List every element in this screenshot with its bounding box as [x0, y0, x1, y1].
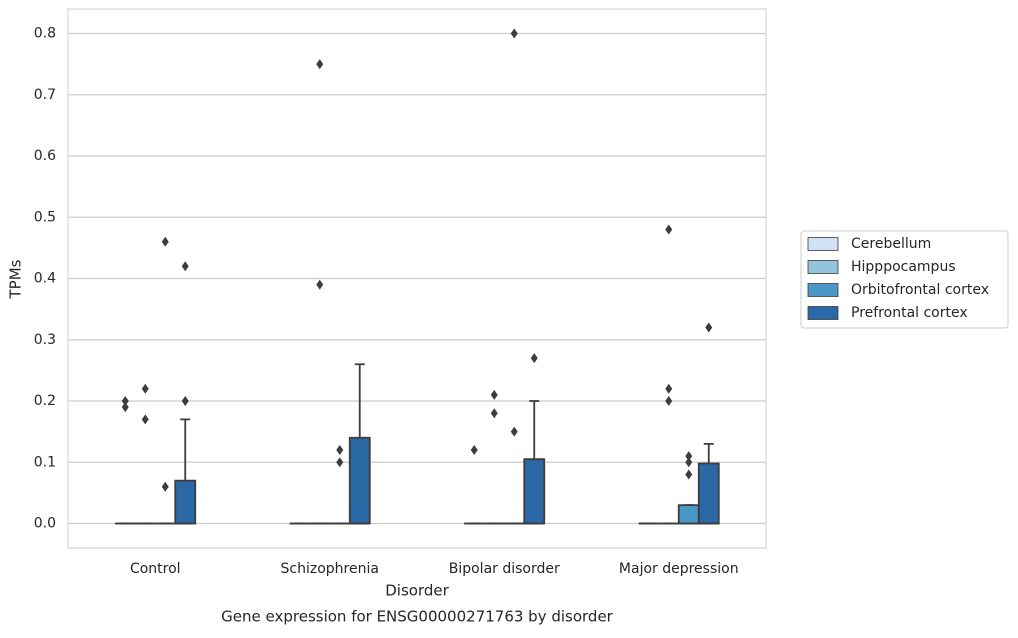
y-tick-label: 0.8	[34, 26, 56, 42]
flier	[530, 353, 538, 364]
y-axis-label: TPMs	[7, 259, 25, 299]
flier	[510, 426, 518, 437]
flier	[336, 445, 344, 455]
chart-title: Gene expression for ENSG00000271763 by d…	[221, 608, 614, 626]
flier	[141, 383, 149, 394]
x-tick-label: Major depression	[619, 561, 739, 577]
x-tick-label: Bipolar disorder	[449, 561, 560, 577]
flier	[181, 261, 189, 272]
x-tick-label: Control	[130, 561, 181, 577]
legend-swatch	[807, 260, 839, 274]
box	[348, 436, 371, 525]
flier	[685, 469, 693, 480]
y-tick-label: 0.1	[34, 454, 56, 470]
flier	[161, 481, 169, 492]
box	[523, 458, 546, 525]
flier	[316, 59, 324, 70]
flier	[510, 28, 518, 39]
flier	[665, 383, 673, 394]
y-tick-label: 0.7	[34, 87, 56, 103]
flier	[470, 445, 478, 455]
legend-label: Cerebellum	[851, 236, 931, 252]
y-tick-label: 0.6	[34, 148, 56, 164]
flier	[685, 457, 693, 468]
flier	[665, 224, 673, 235]
flier	[121, 396, 129, 406]
box	[677, 504, 700, 525]
y-tick-label: 0.4	[34, 271, 56, 287]
flier	[685, 451, 693, 462]
y-tick-label: 0.0	[34, 516, 56, 532]
legend-swatch	[807, 237, 839, 251]
flier	[316, 279, 324, 290]
legend-box	[800, 230, 1009, 329]
flier	[336, 457, 344, 468]
legend-swatch	[807, 306, 839, 320]
flier	[705, 322, 713, 333]
flier	[181, 396, 189, 406]
flier	[490, 389, 498, 400]
flier	[161, 236, 169, 247]
grid	[68, 32, 766, 525]
marks	[115, 28, 720, 525]
box	[174, 479, 197, 525]
y-tick-label: 0.5	[34, 209, 56, 225]
legend-label: Orbitofrontal cortex	[851, 282, 989, 298]
x-axis-label: Disorder	[385, 582, 449, 600]
box	[697, 462, 720, 525]
legend-swatch	[807, 283, 839, 297]
x-tick-label: Schizophrenia	[281, 561, 379, 577]
flier	[665, 396, 673, 406]
flier	[490, 408, 498, 419]
flier	[121, 402, 129, 413]
y-tick-label: 0.3	[34, 332, 56, 348]
legend-label: Prefrontal cortex	[851, 305, 968, 321]
y-tick-label: 0.2	[34, 393, 56, 409]
legend-label: Hipppocampus	[851, 259, 956, 275]
flier	[141, 414, 149, 425]
